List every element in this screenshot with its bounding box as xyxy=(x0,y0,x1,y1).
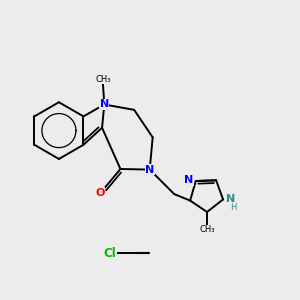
Text: N: N xyxy=(145,165,154,175)
Text: Cl: Cl xyxy=(103,247,116,260)
Text: CH₃: CH₃ xyxy=(95,75,111,84)
Text: O: O xyxy=(95,188,105,198)
Text: CH₃: CH₃ xyxy=(199,225,215,234)
Text: N: N xyxy=(226,194,235,204)
Text: H: H xyxy=(230,203,236,212)
Text: N: N xyxy=(184,175,194,185)
Text: N: N xyxy=(100,100,109,110)
